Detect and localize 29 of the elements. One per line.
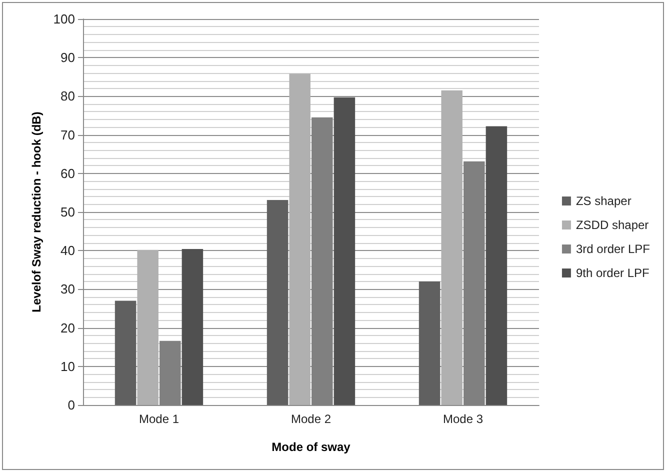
bar (334, 97, 356, 405)
bar (182, 249, 204, 405)
y-tick-label: 10 (60, 358, 75, 374)
y-tick-label: 30 (60, 282, 75, 297)
x-tick-label: Mode 3 (442, 412, 484, 426)
legend-label: 3rd order LPF (576, 242, 650, 256)
bar (114, 300, 136, 405)
x-axis-title: Mode of sway (272, 440, 351, 454)
bar (266, 200, 288, 405)
x-tick-label: Mode 1 (138, 412, 180, 426)
legend-label: ZSDD shaper (576, 218, 649, 232)
bar (137, 250, 158, 405)
bar (289, 74, 310, 405)
y-tick-label: 80 (60, 88, 75, 104)
legend-label: ZS shaper (576, 194, 632, 208)
y-tick-label: 0 (68, 398, 75, 412)
y-tick-label: 50 (60, 204, 75, 220)
y-tick-label: 60 (60, 166, 75, 181)
y-tick-label: 40 (60, 243, 75, 258)
y-tick-label: 20 (60, 320, 75, 336)
legend-label: 9th order LPF (576, 266, 650, 280)
y-tick-label: 70 (60, 127, 75, 142)
bar (486, 126, 508, 405)
bar (418, 281, 440, 405)
y-tick-label: 100 (53, 12, 75, 26)
y-axis-title: Levelof Sway reduction - hook (dB) (29, 112, 44, 312)
y-tick-label: 90 (60, 50, 75, 66)
bar (441, 90, 462, 405)
x-tick-label: Mode 2 (290, 412, 332, 426)
